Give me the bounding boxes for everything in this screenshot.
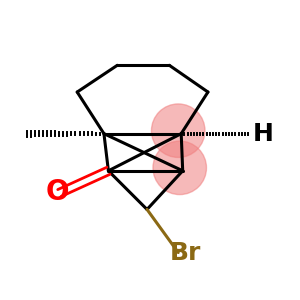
Circle shape (153, 141, 206, 195)
Text: Br: Br (170, 241, 201, 265)
Circle shape (152, 104, 205, 158)
Text: O: O (46, 178, 70, 206)
Text: H: H (253, 122, 273, 146)
